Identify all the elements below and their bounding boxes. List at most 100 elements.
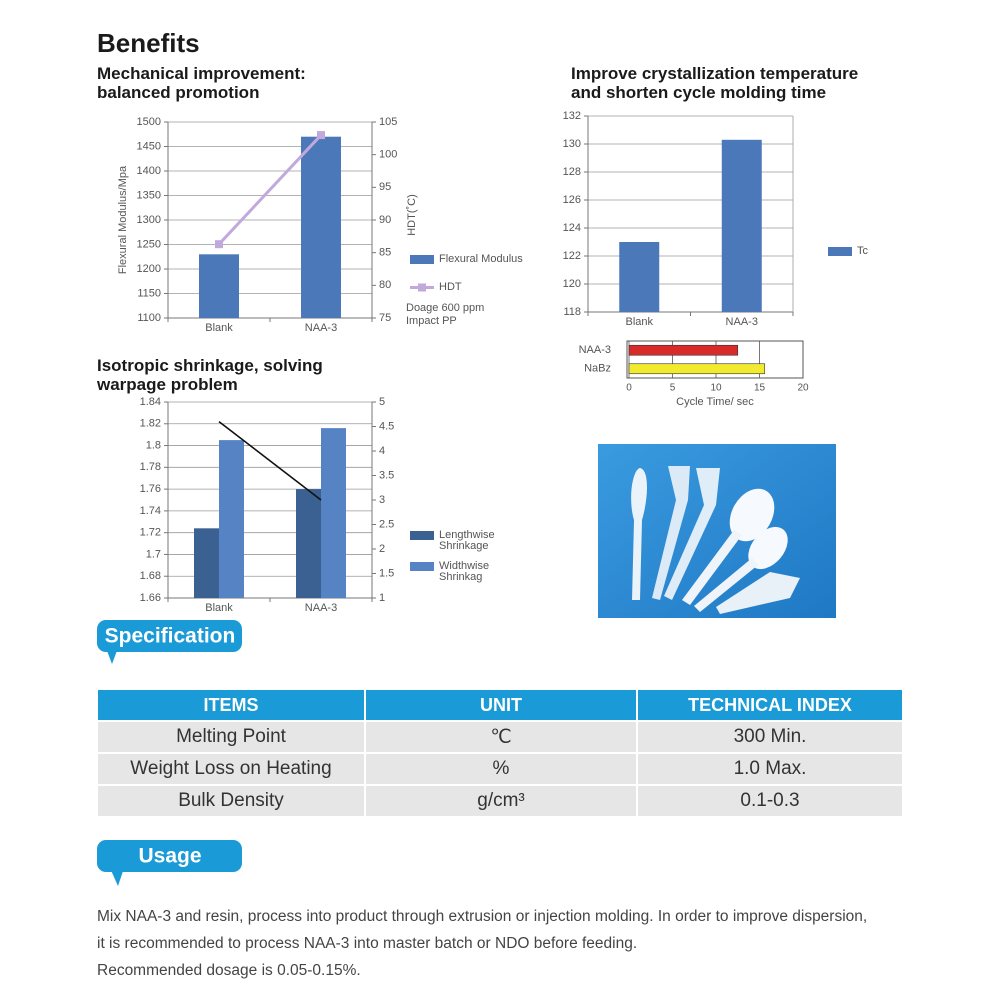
page-title: Benefits bbox=[97, 28, 200, 58]
bar bbox=[301, 136, 341, 318]
y-tick-label: 1250 bbox=[137, 238, 161, 250]
table-header: ITEMS UNIT TECHNICAL INDEX bbox=[96, 688, 904, 722]
chart-title: warpage problem bbox=[97, 375, 238, 394]
y2-tick-label: 80 bbox=[379, 279, 391, 291]
y2-tick-label: 3 bbox=[379, 494, 385, 506]
usage-text: Mix NAA-3 and resin, process into produc… bbox=[97, 903, 867, 984]
legend-entry: Flexural Modulus bbox=[410, 254, 540, 265]
table-cell: 1.0 Max. bbox=[636, 752, 904, 786]
legend-label: Lengthwise Shrinkage bbox=[439, 529, 495, 552]
bar bbox=[628, 344, 739, 356]
bar bbox=[194, 528, 219, 598]
cutlery-photo bbox=[598, 444, 836, 618]
usage-line: it is recommended to process NAA-3 into … bbox=[97, 935, 638, 952]
usage-line: Mix NAA-3 and resin, process into produc… bbox=[97, 908, 868, 925]
spec-table: ITEMS UNIT TECHNICAL INDEX Melting Point… bbox=[96, 688, 904, 818]
table-body: Melting Point ℃ 300 Min. Weight Loss on Hea… bbox=[96, 720, 904, 818]
legend-rect bbox=[410, 255, 434, 264]
x-tick-label: NAA-3 bbox=[305, 322, 337, 334]
y-tick-label: 1500 bbox=[137, 116, 161, 128]
y-axis-label: Flexural Modulus/Mpa bbox=[117, 165, 129, 274]
chart-title: Isotropic shrinkage, solving bbox=[97, 356, 323, 375]
x-tick-label: NAA-3 bbox=[305, 602, 337, 614]
table-row: Melting Point ℃ 300 Min. bbox=[96, 720, 904, 754]
y-tick-label: 1.84 bbox=[140, 396, 161, 408]
section-title: Usage bbox=[138, 845, 201, 868]
specification-badge: Specification bbox=[97, 620, 242, 664]
y2-tick-label: 90 bbox=[379, 214, 391, 226]
x-tick-label: Blank bbox=[205, 322, 233, 334]
legend-label: HDT bbox=[439, 281, 462, 293]
x-tick-label: Blank bbox=[625, 316, 653, 328]
table-row: Bulk Density g/cm³ 0.1-0.3 bbox=[96, 784, 904, 818]
y-tick-label: 128 bbox=[563, 166, 581, 178]
section-title: Specification bbox=[105, 625, 236, 648]
legend-label: Tc bbox=[857, 245, 868, 257]
table-cell: % bbox=[364, 752, 638, 786]
y2-tick-label: 1.5 bbox=[379, 567, 394, 579]
y2-tick-label: 5 bbox=[379, 396, 385, 408]
legend-swatch bbox=[410, 255, 434, 264]
y-tick-label: 1.72 bbox=[140, 527, 161, 539]
line-marker bbox=[317, 131, 325, 140]
bar bbox=[721, 139, 762, 312]
header-cell: ITEMS bbox=[96, 688, 366, 722]
x-tick-label: 10 bbox=[710, 383, 722, 394]
y-tick-label: 1400 bbox=[137, 165, 161, 177]
legend-entry: Tc bbox=[828, 246, 958, 257]
y-tick-label: 1.66 bbox=[140, 592, 161, 604]
y-tick-label: 1300 bbox=[137, 214, 161, 226]
table-row: Weight Loss on Heating% 1.0 Max. bbox=[96, 752, 904, 786]
y-tick-label: 126 bbox=[563, 194, 581, 206]
legend-swatch bbox=[410, 531, 434, 540]
legend-rect bbox=[410, 562, 434, 571]
y2-tick-label: 100 bbox=[379, 149, 397, 161]
bar bbox=[321, 428, 346, 598]
y-tick-label: 1.78 bbox=[140, 461, 161, 473]
y-tick-label: NaBz bbox=[584, 363, 611, 375]
y-tick-label: 1100 bbox=[137, 312, 161, 324]
y2-tick-label: 75 bbox=[379, 312, 391, 324]
chart-title: and shorten cycle molding time bbox=[571, 83, 827, 102]
y2-tick-label: 4 bbox=[379, 445, 385, 457]
y2-tick-label: 2 bbox=[379, 543, 385, 555]
line-marker bbox=[215, 240, 223, 249]
y-tick-label: NAA-3 bbox=[579, 344, 611, 356]
bar bbox=[219, 440, 244, 598]
y2-tick-label: 105 bbox=[379, 116, 397, 128]
y2-tick-label: 3.5 bbox=[379, 469, 394, 481]
bar bbox=[628, 363, 766, 375]
chart-title: balanced promotion bbox=[97, 83, 260, 102]
x-tick-label: 5 bbox=[670, 383, 676, 394]
y-tick-label: 1.7 bbox=[146, 548, 161, 560]
table-cell: Weight Loss on Heating bbox=[96, 752, 366, 786]
chart-note: Impact PP bbox=[406, 315, 457, 327]
bar bbox=[199, 254, 239, 318]
x-tick-label: 20 bbox=[797, 383, 809, 394]
bar bbox=[619, 242, 660, 312]
y-tick-label: 1.68 bbox=[140, 570, 161, 582]
legend-swatch bbox=[410, 283, 434, 292]
y-tick-label: 124 bbox=[563, 222, 581, 234]
header-cell: TECHNICAL INDEX bbox=[636, 688, 904, 722]
legend-label: Widthwise Shrinkag bbox=[439, 560, 490, 583]
table-cell: Bulk Density bbox=[96, 784, 366, 818]
table-cell: 0.1-0.3 bbox=[636, 784, 904, 818]
table-cell: ℃ bbox=[364, 720, 638, 754]
usage-badge: Usage bbox=[97, 840, 242, 886]
legend-entry: Lengthwise Shrinkage bbox=[410, 530, 505, 552]
header-cell: UNIT bbox=[364, 688, 638, 722]
legend-swatch bbox=[828, 247, 852, 256]
y2-tick-label: 95 bbox=[379, 181, 391, 193]
chart-title: Improve crystallization temperature bbox=[571, 64, 859, 83]
y-tick-label: 1350 bbox=[137, 189, 161, 201]
x-tick-label: 0 bbox=[626, 383, 632, 394]
legend-entry: Widthwise Shrinkag bbox=[410, 561, 505, 583]
x-axis-label: Cycle Time/ sec bbox=[676, 396, 754, 408]
y-tick-label: 1450 bbox=[137, 140, 161, 152]
y-tick-label: 122 bbox=[563, 250, 581, 262]
y-tick-label: 1.76 bbox=[140, 483, 161, 495]
chart-title: Mechanical improvement: bbox=[97, 64, 306, 83]
y-tick-label: 1200 bbox=[137, 263, 161, 275]
